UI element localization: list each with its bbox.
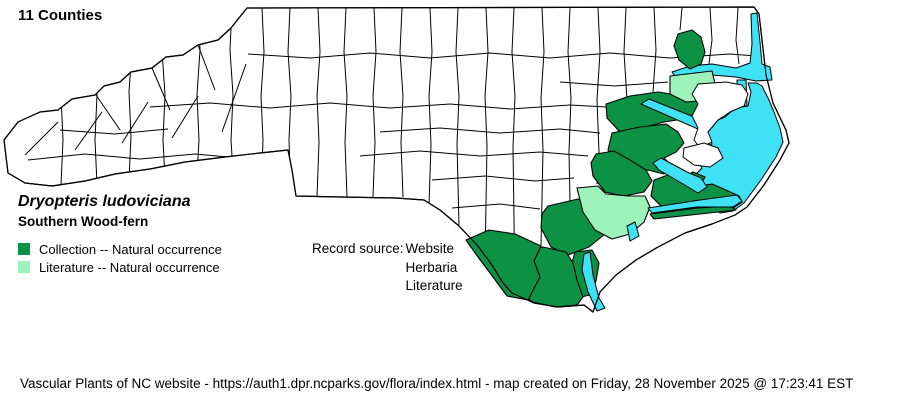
record-source-value: Herbaria <box>405 259 458 275</box>
state-outline-top <box>3 6 790 313</box>
legend-literature-label: Literature -- Natural occurrence <box>39 259 220 275</box>
county-columbus <box>465 229 542 301</box>
legend-collection-label: Collection -- Natural occurrence <box>39 241 222 257</box>
water-bogue-sound <box>647 194 743 214</box>
species-common-name: Southern Wood-fern <box>18 214 149 229</box>
legend: Collection -- Natural occurrence Literat… <box>18 240 222 276</box>
record-source-label: Record source: <box>312 241 404 256</box>
legend-row-literature: Literature -- Natural occurrence <box>18 258 222 276</box>
water-cape-fear-river <box>581 251 606 312</box>
species-scientific-name: Dryopteris ludoviciana <box>18 193 191 210</box>
county-pamlico-peninsula <box>682 142 724 168</box>
footer-attribution: Vascular Plants of NC website - https://… <box>20 376 854 391</box>
record-source-value: Literature <box>405 278 463 293</box>
nc-county-map <box>3 6 790 313</box>
record-source-block: Record source: Website Herbaria Literatu… <box>312 240 463 296</box>
water-neuse-river <box>652 157 708 194</box>
county-count-label: 11 Counties <box>18 7 103 24</box>
county-jones <box>590 150 653 197</box>
record-source-values: Website Herbaria Literature <box>406 240 463 296</box>
literature-color-swatch <box>18 261 30 273</box>
water-new-river <box>626 221 640 242</box>
legend-row-collection: Collection -- Natural occurrence <box>18 240 222 258</box>
collection-color-swatch <box>18 243 30 255</box>
county-chowan <box>673 29 706 70</box>
county-carteret-banks <box>649 205 737 220</box>
county-tyrrell-hyde-dare-mainland <box>691 81 749 149</box>
record-source-value: Website <box>405 241 455 256</box>
